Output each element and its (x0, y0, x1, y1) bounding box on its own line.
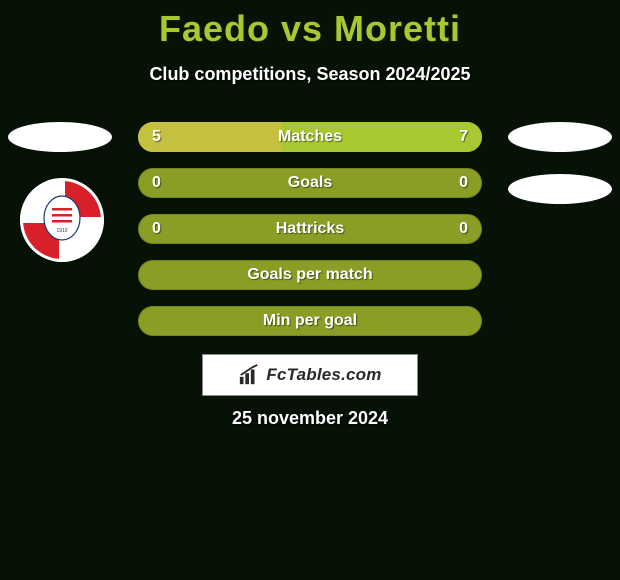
stat-bar-label: Goals per match (247, 266, 372, 284)
stat-bar-value-left: 0 (152, 214, 161, 244)
season-subtitle: Club competitions, Season 2024/2025 (0, 64, 620, 85)
stat-bar-value-right: 0 (459, 168, 468, 198)
site-attribution-text: FcTables.com (266, 365, 381, 385)
club-right-placeholder-icon (508, 174, 612, 204)
comparison-title: Faedo vs Moretti (0, 0, 620, 50)
stat-bar-fill-right (281, 122, 482, 152)
player-right-placeholder-icon (508, 122, 612, 152)
barchart-icon (238, 364, 260, 386)
stat-bar: Min per goal (138, 306, 482, 336)
stat-bar: Matches57 (138, 122, 482, 152)
stat-bar-label: Hattricks (276, 220, 344, 238)
snapshot-date: 25 november 2024 (0, 408, 620, 429)
widget-frame: Faedo vs Moretti Club competitions, Seas… (0, 0, 620, 580)
stats-bar-group: Matches57 Goals 0 0 Hattricks 0 0 Goals per mat… (138, 122, 482, 352)
stat-bar: Goals 0 0 (138, 168, 482, 198)
stat-bar-value-left: 0 (152, 168, 161, 198)
stat-bar-label: Goals (288, 174, 332, 192)
svg-text:1910: 1910 (56, 228, 67, 234)
club-left-badge-icon: 1910 (20, 178, 104, 262)
stat-bar: Goals per match (138, 260, 482, 290)
stat-bar: Hattricks 0 0 (138, 214, 482, 244)
site-attribution-badge[interactable]: FcTables.com (202, 354, 418, 396)
stat-bar-label: Min per goal (263, 312, 357, 330)
stat-bar-fill-left (138, 122, 281, 152)
player-left-placeholder-icon (8, 122, 112, 152)
stat-bar-value-right: 0 (459, 214, 468, 244)
